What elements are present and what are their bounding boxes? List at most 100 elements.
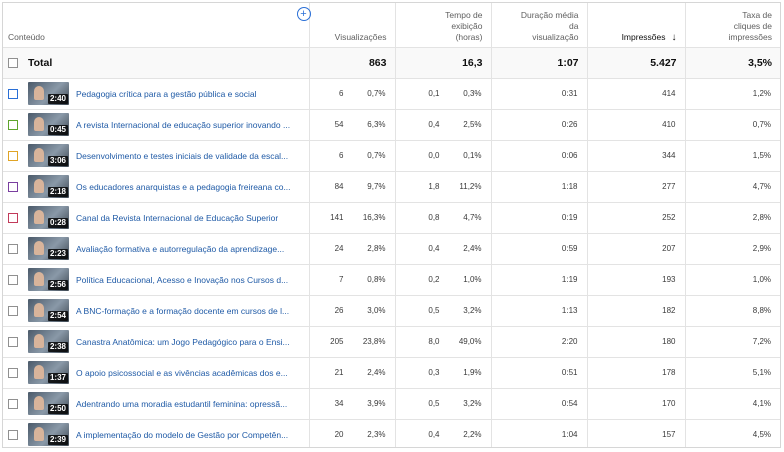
views-cell: 21 2,4% [308, 357, 395, 389]
column-header-impressions[interactable]: Impressões ↓ [586, 3, 685, 48]
video-thumbnail[interactable]: 2:38 [28, 330, 69, 353]
ctr-cell: 2,8% [684, 202, 780, 234]
watch-time-value: 1,8 [428, 182, 440, 191]
thumbnail-person [34, 179, 44, 193]
row-checkbox[interactable] [8, 119, 18, 130]
total-cell: Total [3, 47, 309, 79]
video-title-link[interactable]: Pedagogia crítica para a gestão pública … [76, 88, 257, 99]
watch-time-percent: 4,7% [463, 213, 482, 222]
ctr-cell: 5,1% [684, 357, 780, 389]
impressions-cell: 157 [586, 419, 685, 447]
row-checkbox[interactable] [8, 274, 18, 285]
views-cell: 26 3,0% [308, 295, 395, 327]
total-checkbox[interactable] [8, 57, 18, 68]
thumbnail-person [34, 86, 44, 100]
watch-time-line2: exibição [451, 20, 483, 31]
content-wrap: 2:50 Adentrando uma moradia estudantil f… [8, 392, 305, 415]
video-title-link[interactable]: A implementação do modelo de Gestão por … [76, 429, 289, 440]
views-value: 34 [334, 399, 344, 408]
avg-duration-cell: 0:54 [490, 388, 587, 420]
table-row[interactable]: 2:50 Adentrando uma moradia estudantil f… [3, 388, 780, 420]
video-title-link[interactable]: A revista Internacional de educação supe… [76, 119, 291, 130]
row-checkbox[interactable] [8, 212, 18, 223]
views-percent: 6,3% [367, 120, 386, 129]
video-duration: 2:40 [47, 94, 68, 104]
content-wrap: 2:18 Os educadores anarquistas e a pedag… [8, 175, 305, 198]
video-title-link[interactable]: Avaliação formativa e autorregulação da … [76, 243, 285, 254]
watch-time-value: 0,2 [428, 275, 440, 284]
total-impressions: 5.427 [586, 47, 685, 79]
row-checkbox[interactable] [8, 88, 18, 99]
video-title-link[interactable]: O apoio psicossocial e as vivências acad… [76, 367, 288, 378]
watch-time-percent: 1,9% [463, 368, 482, 377]
table-row[interactable]: 2:23 Avaliação formativa e autorregulaçã… [3, 233, 780, 265]
content-wrap: 0:45 A revista Internacional de educação… [8, 113, 305, 136]
video-title-link[interactable]: A BNC-formação e a formação docente em c… [76, 305, 290, 316]
table-row[interactable]: 2:39 A implementação do modelo de Gestão… [3, 419, 780, 447]
video-title-link[interactable]: Política Educacional, Acesso e Inovação … [76, 274, 289, 285]
table-row[interactable]: 2:54 A BNC-formação e a formação docente… [3, 295, 780, 327]
impressions-cell: 193 [586, 264, 685, 296]
table-row[interactable]: 0:45 A revista Internacional de educação… [3, 109, 780, 141]
video-title-link[interactable]: Canal da Revista Internacional de Educaç… [76, 212, 279, 223]
views-cell: 84 9,7% [308, 171, 395, 203]
table-row[interactable]: 2:40 Pedagogia crítica para a gestão púb… [3, 78, 780, 110]
watch-time-percent: 49,0% [458, 337, 482, 346]
watch-time-percent: 2,2% [463, 430, 482, 439]
column-header-ctr[interactable]: Taxa de cliques de impressões [684, 3, 780, 48]
column-header-avg-duration[interactable]: Duração média da visualização [490, 3, 587, 48]
watch-time-line3: (horas) [455, 31, 483, 42]
row-checkbox[interactable] [8, 429, 18, 440]
video-title-link[interactable]: Adentrando uma moradia estudantil femini… [76, 398, 288, 409]
video-thumbnail[interactable]: 1:37 [28, 361, 69, 384]
row-checkbox[interactable] [8, 150, 18, 161]
views-value: 141 [330, 213, 344, 222]
watch-time-cell: 8,0 49,0% [394, 326, 491, 358]
video-thumbnail[interactable]: 2:40 [28, 82, 69, 105]
video-thumbnail[interactable]: 2:56 [28, 268, 69, 291]
views-cell: 6 0,7% [308, 140, 395, 172]
views-value: 6 [339, 151, 344, 160]
table-row[interactable]: 2:18 Os educadores anarquistas e a pedag… [3, 171, 780, 203]
video-thumbnail[interactable]: 2:23 [28, 237, 69, 260]
impressions-cell: 410 [586, 109, 685, 141]
table-row[interactable]: 3:06 Desenvolvimento e testes iniciais d… [3, 140, 780, 172]
video-thumbnail[interactable]: 0:28 [28, 206, 69, 229]
content-cell: 3:06 Desenvolvimento e testes iniciais d… [3, 140, 309, 172]
video-thumbnail[interactable]: 2:39 [28, 423, 69, 446]
impressions-cell: 252 [586, 202, 685, 234]
row-checkbox[interactable] [8, 243, 18, 254]
table-row[interactable]: 2:38 Canastra Anatômica: um Jogo Pedagóg… [3, 326, 780, 358]
add-circle-icon[interactable]: + [296, 7, 311, 21]
column-header-views[interactable]: Visualizações [308, 3, 395, 48]
video-duration: 2:23 [47, 249, 68, 259]
watch-time-cell: 0,0 0,1% [394, 140, 491, 172]
video-title-link[interactable]: Canastra Anatômica: um Jogo Pedagógico p… [76, 336, 290, 347]
ctr-line3: impressões [728, 31, 772, 42]
thumbnail-person [34, 427, 44, 441]
video-thumbnail[interactable]: 2:18 [28, 175, 69, 198]
table-row[interactable]: 0:28 Canal da Revista Internacional de E… [3, 202, 780, 234]
watch-time-value: 0,5 [428, 399, 440, 408]
table-row[interactable]: 1:37 O apoio psicossocial e as vivências… [3, 357, 780, 389]
table-row[interactable]: 2:56 Política Educacional, Acesso e Inov… [3, 264, 780, 296]
row-checkbox[interactable] [8, 367, 18, 378]
watch-time-cell: 0,5 3,2% [394, 388, 491, 420]
impressions-cell: 182 [586, 295, 685, 327]
video-thumbnail[interactable]: 2:54 [28, 299, 69, 322]
video-thumbnail[interactable]: 3:06 [28, 144, 69, 167]
content-wrap: 2:54 A BNC-formação e a formação docente… [8, 299, 305, 322]
video-duration: 2:54 [47, 311, 68, 321]
video-thumbnail[interactable]: 0:45 [28, 113, 69, 136]
video-thumbnail[interactable]: 2:50 [28, 392, 69, 415]
impressions-cell: 344 [586, 140, 685, 172]
views-value: 7 [339, 275, 344, 284]
video-title-link[interactable]: Os educadores anarquistas e a pedagogia … [76, 181, 291, 192]
column-header-watch-time[interactable]: Tempo de exibição (horas) [394, 3, 491, 48]
row-checkbox[interactable] [8, 305, 18, 316]
video-title-link[interactable]: Desenvolvimento e testes iniciais de val… [76, 150, 289, 161]
video-duration: 2:50 [47, 404, 68, 414]
row-checkbox[interactable] [8, 181, 18, 192]
row-checkbox[interactable] [8, 398, 18, 409]
row-checkbox[interactable] [8, 336, 18, 347]
